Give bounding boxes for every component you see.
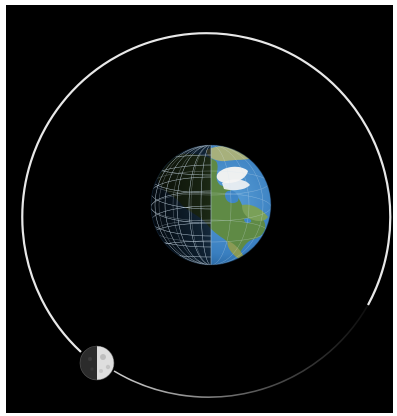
moon-icon — [79, 345, 115, 381]
orbit-path — [21, 32, 392, 398]
orbit-diagram — [6, 5, 393, 413]
earth-globe-icon — [150, 144, 272, 266]
